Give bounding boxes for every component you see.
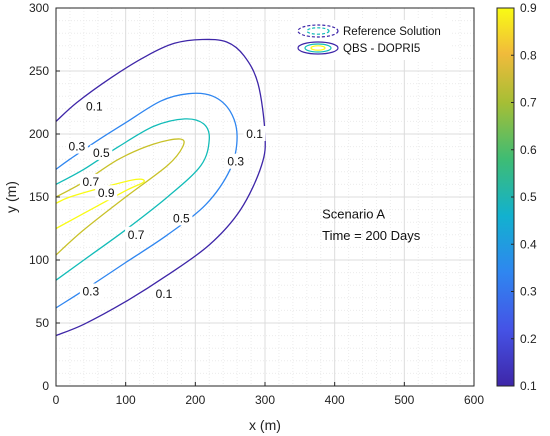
contour-line-0.5 [55,118,210,281]
contour-label-bg [90,144,113,160]
y-axis-label: y (m) [3,181,19,213]
legend-label-qbs: QBS - DOPRI5 [343,43,420,55]
colorbar-tick-labels: 0.1 0.2 0.3 0.4 0.5 0.6 0.7 0.8 0.9 [511,1,537,393]
contour-line-0.9 [55,178,145,230]
contour-labels: 0.10.10.10.30.30.30.50.50.70.70.9 [65,98,266,302]
contour-label-bg [224,153,247,169]
colorbar-tick-label: 0.2 [520,332,537,346]
colorbar-tick-label: 0.9 [520,1,537,15]
contour-label: 0.3 [82,285,99,299]
x-tick-label: 300 [255,393,275,407]
y-tick-label: 100 [29,253,49,267]
colorbar: 0.1 0.2 0.3 0.4 0.5 0.6 0.7 0.8 0.9 [496,1,537,393]
y-tick-label: 200 [29,127,49,141]
contour-line-0.1 [55,38,266,337]
x-tick-label: 500 [394,393,414,407]
legend-swatch-qbs-outer [297,41,339,55]
colorbar-tick-label: 0.7 [520,96,537,110]
legend-swatch-qbs-inner [310,45,326,51]
y-tick-label: 0 [42,379,49,393]
legend-swatch-qbs [297,41,339,55]
annotation-scenario: Scenario A [322,206,385,221]
contour-label-bg [152,286,175,302]
contour-label-bg [170,210,193,226]
contour-label: 0.9 [98,186,115,200]
x-tick-labels: 0 100 200 300 400 500 600 [53,382,484,407]
x-tick-label: 400 [325,393,345,407]
legend-swatch-reference-inner [306,27,330,35]
contour-label-bg [95,185,118,201]
colorbar-tick-label: 0.1 [520,379,537,393]
colorbar-tick-label: 0.6 [520,143,537,157]
contour-line-0.7 [55,138,185,256]
contour-label: 0.5 [173,211,190,225]
contour-label: 0.7 [128,228,145,242]
y-tick-labels: 0 50 100 150 200 250 300 [29,1,60,393]
legend: Reference Solution QBS - DOPRI5 [292,20,452,60]
y-tick-label: 300 [29,1,49,15]
colorbar-tick-label: 0.3 [520,285,537,299]
contour-line-0.3 [55,92,238,309]
contour-label: 0.1 [246,127,263,141]
contour-label-bg [83,98,106,114]
y-tick-label: 50 [36,316,50,330]
contour-lines [55,38,266,337]
contour-label: 0.3 [227,155,244,169]
contour-label: 0.1 [86,99,103,113]
colorbar-tick-label: 0.5 [520,190,537,204]
legend-label-reference: Reference Solution [343,26,441,38]
x-tick-label: 100 [116,393,136,407]
major-grid [56,8,474,386]
contour-label-bg [79,173,102,189]
x-axis-label: x (m) [249,417,281,433]
contour-label: 0.3 [69,140,86,154]
y-tick-label: 250 [29,64,49,78]
legend-swatch-qbs-mid [304,43,332,53]
legend-box [292,20,452,60]
y-tick-label: 150 [29,190,49,204]
contour-label-bg [79,283,102,299]
colorbar-tick-label: 0.8 [520,48,537,62]
colorbar-tick-label: 0.4 [520,237,537,251]
contour-label-bg [125,226,148,242]
legend-swatch-reference-outer [297,24,339,38]
contour-label-bg [243,126,266,141]
contour-label: 0.5 [93,146,110,160]
x-tick-label: 0 [53,393,60,407]
contour-label: 0.1 [156,287,173,301]
annotation-time: Time = 200 Days [322,228,421,243]
legend-swatch-reference [297,24,339,38]
contour-label-bg [65,138,88,154]
x-tick-label: 600 [464,393,484,407]
x-tick-label: 200 [185,393,205,407]
